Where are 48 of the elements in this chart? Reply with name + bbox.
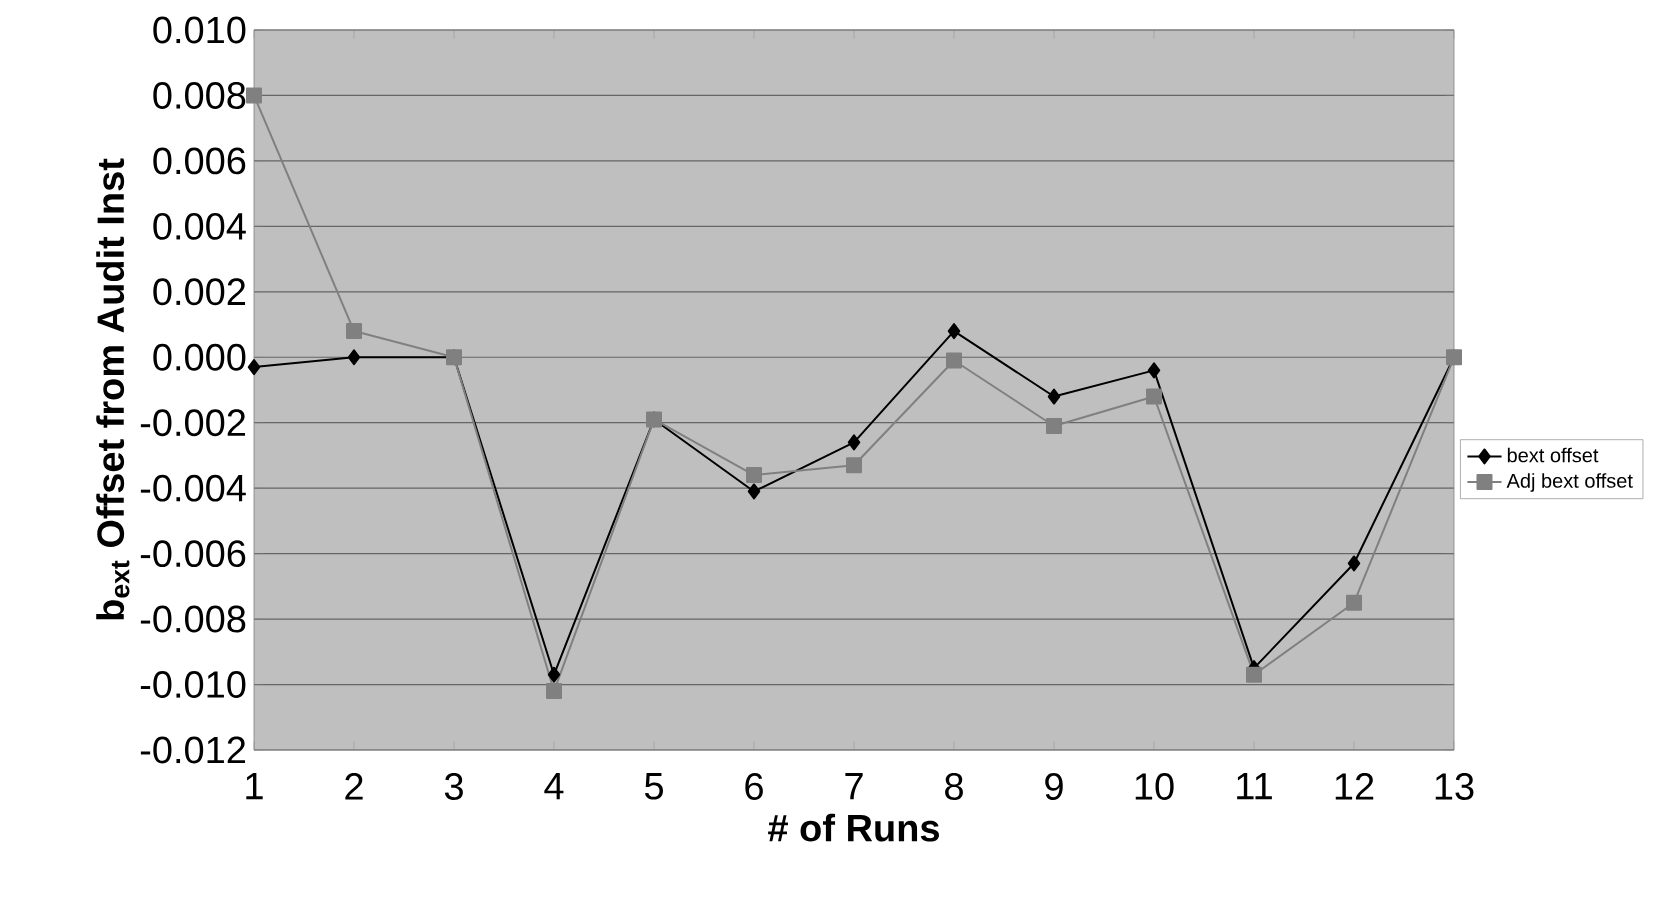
point (946, 352, 963, 369)
x-tick-label: 8 (945, 773, 963, 800)
point (947, 323, 961, 340)
x-tick-label: 5 (644, 773, 663, 800)
x-tick-label: 12 (1335, 773, 1374, 800)
y-axis-title: b$_{ext}$ Offset from Audit Inst (96, 158, 130, 620)
y-tick-label: -0.004 (140, 474, 246, 502)
y-tick-label: 0.000 (153, 343, 246, 371)
x-tick-label: 11 (1237, 773, 1272, 800)
point (746, 467, 763, 484)
x-tick-label: 13 (1435, 773, 1474, 800)
point (247, 359, 261, 376)
y-tick-label: -0.012 (140, 736, 246, 764)
legend-label: bext offset (1507, 447, 1599, 463)
y-tick-label: 0.010 (153, 16, 246, 44)
y-tick-label: -0.008 (140, 605, 246, 633)
point (847, 434, 861, 451)
point (1046, 417, 1063, 434)
point (1347, 555, 1361, 572)
point (547, 666, 561, 683)
point (1346, 594, 1363, 611)
y-tick-label: 0.004 (153, 212, 246, 240)
point (747, 483, 761, 500)
point (347, 349, 361, 366)
x-tick-label: 6 (745, 773, 763, 800)
x-tick-label: 9 (1045, 773, 1063, 800)
y-tick-label: -0.002 (140, 409, 246, 437)
x-tick-label: 10 (1135, 773, 1174, 800)
point (1246, 666, 1263, 683)
legend-label: Adj bext offset (1506, 473, 1633, 492)
point (346, 323, 362, 340)
point (546, 683, 563, 700)
x-axis-title: # of Runs (768, 813, 939, 842)
point (846, 457, 863, 474)
point (1047, 388, 1061, 405)
x-tick-label: 4 (544, 773, 564, 800)
x-tick-label: 3 (444, 773, 463, 800)
x-tick-label: 7 (845, 773, 863, 800)
point (246, 87, 263, 104)
y-tick-label: -0.006 (140, 540, 246, 568)
point (1147, 362, 1161, 379)
point (1146, 388, 1163, 405)
y-tick-label: 0.008 (153, 81, 246, 109)
y-tick-label: 0.002 (153, 278, 246, 306)
x-tick-label: 2 (345, 773, 363, 800)
y-tick-label: -0.010 (140, 671, 246, 698)
x-tick-label: 1 (246, 773, 263, 800)
y-tick-label: 0.006 (153, 147, 246, 175)
